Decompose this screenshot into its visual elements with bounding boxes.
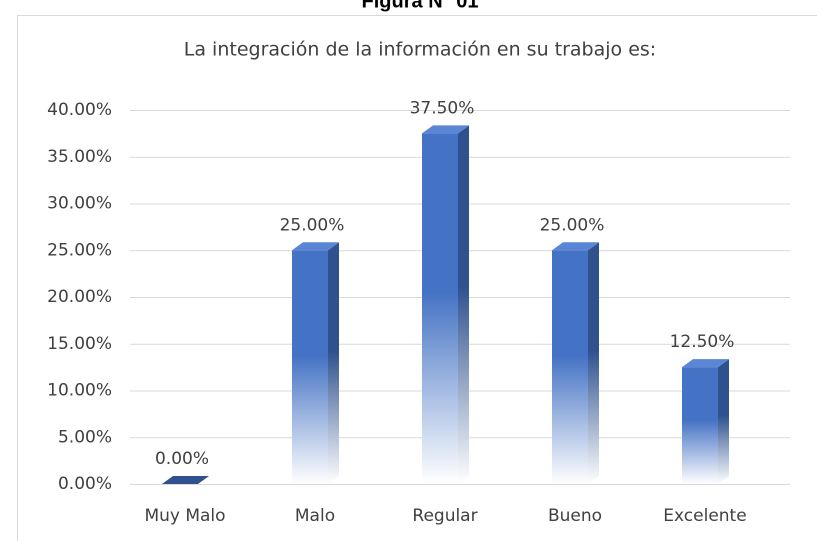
x-tick-label: Malo xyxy=(295,506,335,526)
bar-top xyxy=(162,476,209,484)
x-tick-label: Excelente xyxy=(663,506,746,526)
bar-side xyxy=(458,125,469,484)
y-tick-label: 40.00% xyxy=(47,100,112,120)
y-tick-label: 35.00% xyxy=(47,147,112,167)
bar-top xyxy=(292,242,339,251)
bar-side xyxy=(588,242,599,484)
data-label: 25.00% xyxy=(280,215,345,235)
figure-heading: Figura N° 01 xyxy=(362,0,479,12)
data-label: 0.00% xyxy=(155,449,209,469)
data-label: 37.50% xyxy=(410,98,475,118)
y-tick-label: 5.00% xyxy=(58,427,112,447)
data-label: 12.50% xyxy=(670,332,735,352)
bar xyxy=(292,250,328,484)
x-tick-label: Regular xyxy=(412,506,477,526)
bar xyxy=(422,133,458,484)
bar-top xyxy=(422,125,469,134)
bar xyxy=(552,250,588,484)
x-tick-label: Bueno xyxy=(548,506,602,526)
x-tick-label: Muy Malo xyxy=(144,506,225,526)
bar-side xyxy=(718,359,729,484)
y-tick-label: 20.00% xyxy=(47,287,112,307)
chart-border xyxy=(17,15,817,541)
bar xyxy=(682,367,718,484)
y-tick-label: 10.00% xyxy=(47,381,112,401)
y-tick-label: 25.00% xyxy=(47,240,112,260)
y-tick-label: 0.00% xyxy=(58,474,112,494)
y-tick-label: 15.00% xyxy=(47,334,112,354)
bar-top xyxy=(682,359,729,368)
data-label: 25.00% xyxy=(540,215,605,235)
chart-title: La integración de la información en su t… xyxy=(184,39,656,61)
bar-side xyxy=(328,242,339,484)
bar-top xyxy=(552,242,599,251)
y-tick-label: 30.00% xyxy=(47,194,112,214)
